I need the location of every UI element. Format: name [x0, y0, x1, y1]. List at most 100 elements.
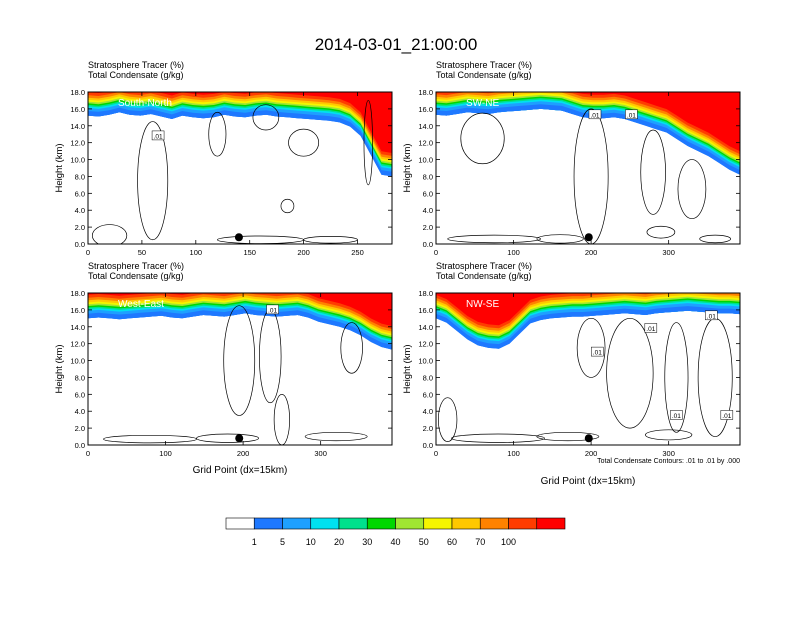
panel-subtitle: Stratosphere Tracer (%) [436, 60, 532, 70]
contour-label: .01 [722, 413, 731, 420]
panel-subtitle: Total Condensate (g/kg) [88, 271, 184, 281]
y-tick-label: 14.0 [70, 323, 85, 332]
y-tick-label: 0.0 [423, 240, 433, 249]
y-tick-label: 16.0 [418, 105, 433, 114]
x-tick-label: 200 [237, 449, 250, 458]
colorbar-label: 20 [334, 537, 344, 547]
colorbar-swatch [508, 517, 538, 530]
x-tick-label: 0 [86, 449, 90, 458]
colorbar-label: 10 [306, 537, 316, 547]
colorbar-swatch [451, 517, 481, 530]
y-axis-label: Height (km) [402, 143, 413, 192]
contour-note: Total Condensate Contours: .01 to .01 by… [597, 458, 740, 465]
colorbar-label: 100 [501, 537, 516, 547]
y-axis-label: Height (km) [402, 344, 413, 393]
contour-label: .01 [707, 313, 716, 320]
y-tick-label: 8.0 [75, 373, 85, 382]
condensate-contour [536, 431, 600, 442]
y-tick-label: 8.0 [423, 373, 433, 382]
tracer-band [88, 293, 392, 332]
panel-subtitle: Total Condensate (g/kg) [88, 70, 184, 80]
colorbar-swatch [366, 517, 396, 530]
condensate-contour [196, 433, 259, 443]
condensate-contour [280, 198, 295, 214]
contour-label-box [266, 304, 279, 315]
condensate-contour [451, 433, 545, 443]
x-axis-label: Grid Point (dx=15km) [193, 465, 288, 476]
condensate-contour [252, 104, 280, 131]
plot-frame [435, 91, 741, 245]
location-marker [584, 233, 593, 242]
plot-area: .01 .01 .01 .01 .01 [436, 293, 740, 445]
panel-west-east: .01 West-East Stratosphere Tracer (%)Total… [54, 261, 393, 476]
y-tick-label: 12.0 [70, 340, 85, 349]
y-tick-label: 16.0 [70, 105, 85, 114]
condensate-contour [208, 111, 227, 157]
panel-subtitle: Total Condensate (g/kg) [436, 271, 532, 281]
contour-label-box [644, 323, 658, 333]
tracer-band [88, 92, 392, 153]
x-tick-label: 150 [243, 248, 256, 257]
y-tick-label: 4.0 [423, 206, 433, 215]
y-tick-label: 0.0 [75, 240, 85, 249]
panel-label: South-North [118, 98, 172, 109]
tracer-band [88, 92, 392, 169]
y-tick-label: 18.0 [70, 289, 85, 298]
x-tick-label: 300 [662, 449, 675, 458]
colorbar-label: 1 [252, 537, 257, 547]
plot-frame [87, 91, 393, 245]
colorbar-swatch [282, 517, 312, 530]
location-marker [235, 434, 244, 443]
condensate-contour [91, 224, 128, 244]
x-tick-label: 0 [86, 248, 90, 257]
x-tick-label: 50 [138, 248, 146, 257]
condensate-contour [223, 305, 256, 416]
condensate-contour [640, 129, 666, 215]
y-tick-label: 14.0 [418, 122, 433, 131]
y-tick-label: 8.0 [423, 172, 433, 181]
colorbar: 1 5 10 20 30 40 50 60 70 100 [225, 517, 566, 547]
y-tick-label: 18.0 [418, 289, 433, 298]
y-tick-label: 10.0 [418, 156, 433, 165]
y-tick-label: 18.0 [418, 88, 433, 97]
x-tick-label: 200 [297, 248, 310, 257]
colorbar-swatch [310, 517, 340, 530]
plot-area: .01 [88, 92, 392, 244]
y-tick-label: 16.0 [70, 306, 85, 315]
x-tick-label: 0 [434, 449, 438, 458]
contour-label-box [670, 410, 683, 420]
tracer-band [88, 293, 392, 334]
condensate-contour [646, 225, 676, 239]
panel-south-north: .01 South-North Stratosphere Tracer (%)Tot… [54, 60, 393, 257]
x-tick-label: 100 [507, 248, 520, 257]
panel-label: West-East [118, 299, 164, 310]
condensate-contour [536, 234, 584, 244]
plot-area: .01 .01 [436, 92, 740, 244]
condensate-contour [288, 128, 320, 157]
tracer-band [436, 92, 740, 152]
figure-title: 2014-03-01_21:00:00 [315, 35, 478, 54]
y-tick-label: 14.0 [418, 323, 433, 332]
y-tick-label: 16.0 [418, 306, 433, 315]
condensate-contour [363, 100, 373, 186]
plot-frame [435, 292, 741, 446]
tracer-band [436, 293, 740, 326]
x-tick-label: 200 [585, 248, 598, 257]
contour-label: .01 [268, 307, 277, 314]
x-tick-label: 200 [585, 449, 598, 458]
colorbar-label: 60 [447, 537, 457, 547]
y-axis-label: Height (km) [54, 344, 65, 393]
y-tick-label: 10.0 [418, 357, 433, 366]
panel-label: NW-SE [466, 299, 499, 310]
y-tick-label: 0.0 [423, 441, 433, 450]
y-tick-label: 4.0 [75, 407, 85, 416]
x-tick-label: 300 [314, 449, 327, 458]
y-tick-label: 2.0 [75, 424, 85, 433]
x-tick-label: 100 [159, 449, 172, 458]
panel-nw-se: .01 .01 .01 .01 .01 NW-SE Stratosphere Tracer … [402, 261, 741, 487]
colorbar-label: 70 [475, 537, 485, 547]
contour-label-box [720, 410, 734, 420]
panel-subtitle: Stratosphere Tracer (%) [88, 60, 184, 70]
y-tick-label: 6.0 [423, 390, 433, 399]
